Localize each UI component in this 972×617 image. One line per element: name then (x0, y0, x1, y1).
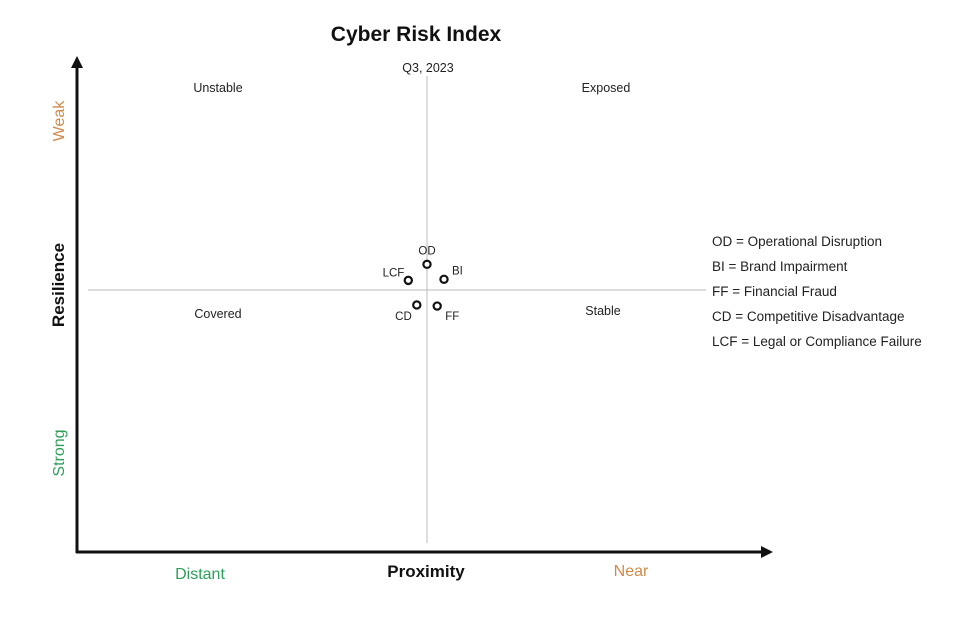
quadrant-label-stable: Stable (585, 304, 620, 318)
x-axis-title: Proximity (387, 562, 465, 581)
y-axis-low-label: Strong (51, 429, 68, 476)
point-label-lcf: LCF (383, 267, 405, 279)
chart-title: Cyber Risk Index (331, 23, 502, 46)
legend-entry-lcf: LCF = Legal or Compliance Failure (712, 334, 922, 349)
point-cd (412, 300, 422, 310)
legend-entry-bi: BI = Brand Impairment (712, 259, 848, 274)
point-lcf (403, 275, 413, 286)
point-label-bi: BI (452, 265, 463, 277)
quadrant-label-covered: Covered (194, 307, 241, 321)
point-label-cd: CD (395, 311, 412, 323)
point-label-od: OD (418, 245, 435, 257)
point-bi (439, 274, 449, 284)
quadrant-label-exposed: Exposed (582, 81, 631, 95)
x-axis-high-label: Near (614, 563, 649, 580)
legend: OD = Operational Disruption BI = Brand I… (712, 234, 922, 349)
legend-entry-ff: FF = Financial Fraud (712, 284, 837, 299)
chart-subtitle: Q3, 2023 (402, 61, 453, 75)
y-axis-title: Resilience (49, 243, 68, 327)
point-label-ff: FF (445, 311, 459, 323)
point-od (422, 259, 432, 270)
quadrant-label-unstable: Unstable (193, 81, 242, 95)
legend-entry-cd: CD = Competitive Disadvantage (712, 309, 904, 324)
point-ff (432, 301, 442, 311)
y-axis-high-label: Weak (51, 100, 68, 142)
x-axis-low-label: Distant (175, 566, 225, 583)
points-layer: OD BI LCF CD FF (383, 245, 463, 323)
legend-entry-od: OD = Operational Disruption (712, 234, 882, 249)
